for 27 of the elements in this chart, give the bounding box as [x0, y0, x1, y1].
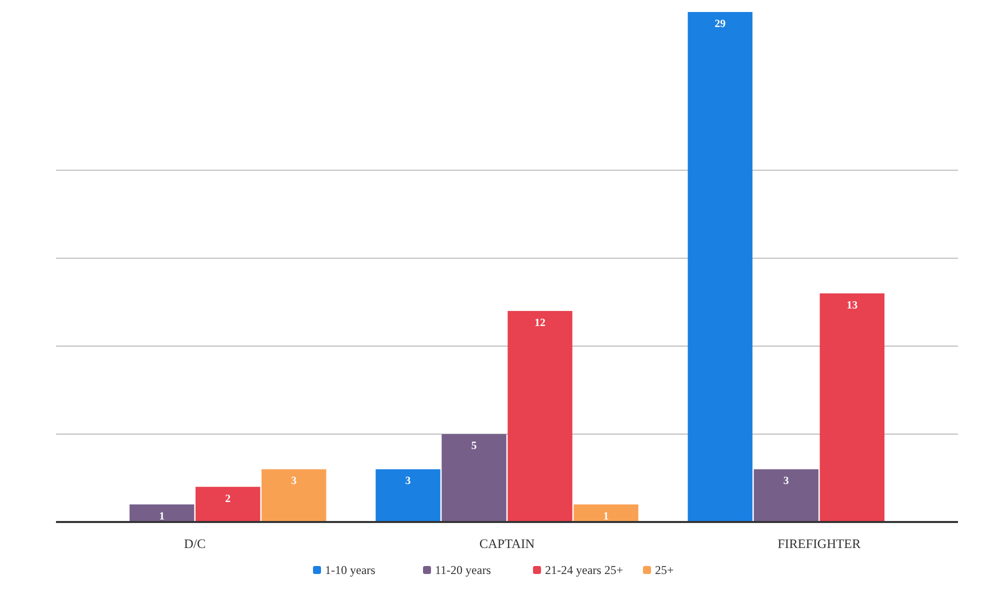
- data-label: 3: [405, 475, 412, 488]
- data-label: 5: [471, 440, 478, 452]
- data-label: 3: [783, 475, 790, 488]
- bar: [196, 486, 260, 522]
- bar: [754, 469, 818, 522]
- legend-label: 25+: [655, 563, 674, 577]
- x-tick-label: FIREFIGHTER: [778, 536, 861, 551]
- data-label: 1: [603, 510, 609, 522]
- bar: [376, 469, 440, 522]
- legend-label: 11-20 years: [435, 563, 492, 577]
- x-tick-label: D/C: [184, 536, 206, 551]
- data-label: 3: [291, 475, 298, 488]
- legend-label: 21-24 years 25+: [545, 563, 624, 577]
- legend-label: 1-10 years: [325, 563, 376, 577]
- data-label: 2: [225, 492, 232, 505]
- bar: [688, 12, 752, 522]
- bar: [262, 469, 326, 522]
- data-label: 12: [534, 316, 546, 329]
- data-label: 29: [714, 18, 726, 30]
- bar: [574, 504, 638, 522]
- bar: [130, 504, 194, 522]
- x-tick-label: CAPTAIN: [479, 536, 536, 551]
- bar: [442, 434, 506, 522]
- bar: [820, 293, 884, 522]
- data-label: 1: [159, 510, 165, 522]
- data-label: 13: [846, 299, 858, 312]
- bar: [508, 310, 572, 522]
